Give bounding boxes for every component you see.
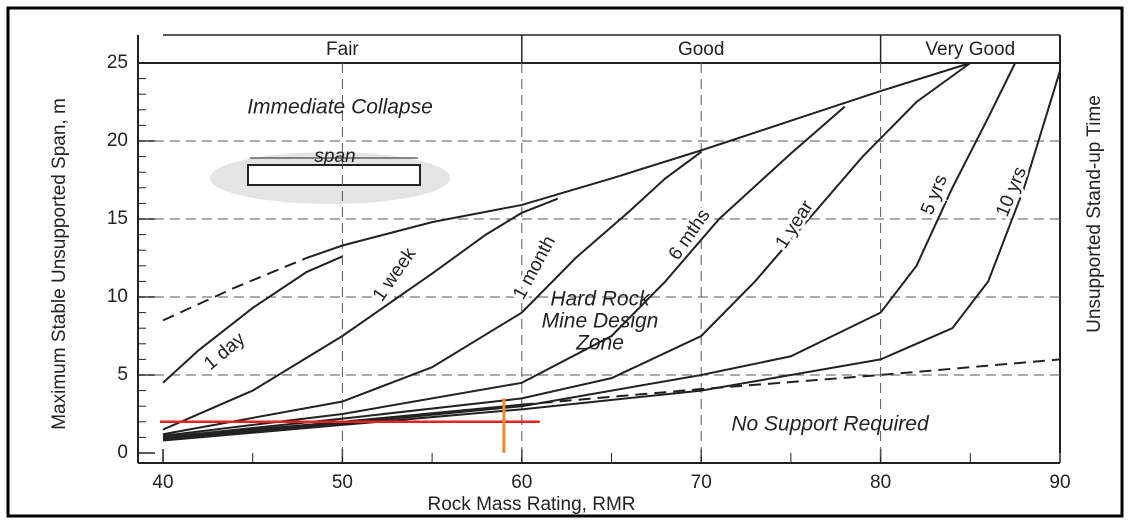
band-label: Fair — [326, 39, 359, 60]
annotation: Immediate Collapse — [247, 96, 433, 119]
y-tick-label: 10 — [107, 286, 128, 307]
curve — [163, 71, 1060, 441]
curve-label: 1 day — [200, 328, 249, 374]
band-label: Very Good — [925, 39, 1015, 60]
annotation: Zone — [575, 332, 624, 355]
curve-label: 1 year — [771, 196, 818, 252]
curve — [163, 107, 845, 436]
x-tick-label: 70 — [691, 472, 712, 493]
y-tick-label: 15 — [107, 208, 128, 229]
curve — [163, 258, 307, 320]
annotation: Hard Rock — [550, 288, 651, 311]
y-tick-label: 0 — [117, 442, 128, 463]
y2-axis-title: Unsupported Stand-up Time — [1084, 95, 1105, 333]
curve — [163, 63, 970, 437]
y-tick-label: 20 — [107, 130, 128, 151]
y-axis-title: Maximum Stable Unsupported Span, m — [49, 98, 70, 430]
annotation: No Support Required — [731, 413, 930, 436]
x-tick-label: 90 — [1049, 472, 1070, 493]
curve-label: 6 mths — [665, 205, 715, 264]
y-tick-label: 5 — [117, 364, 128, 385]
x-tick-label: 50 — [332, 472, 353, 493]
opening-icon — [248, 165, 420, 185]
annotation: Mine Design — [542, 310, 659, 333]
x-tick-label: 60 — [511, 472, 532, 493]
x-tick-label: 80 — [870, 472, 891, 493]
annotation: span — [314, 146, 355, 167]
curve — [163, 256, 342, 382]
curve-label: 1 week — [369, 244, 421, 306]
x-axis-title: Rock Mass Rating, RMR — [428, 494, 636, 515]
chart: Fair Good Very Good 0 5 10 15 20 25 40 50 60 70 80 90 R… — [0, 0, 1131, 526]
band-label: Good — [678, 39, 724, 60]
curve-label: 5 yrs — [917, 172, 952, 218]
y-tick-label: 25 — [107, 52, 128, 73]
curve-label: 10 yrs — [992, 164, 1031, 220]
curve — [522, 359, 1060, 404]
x-tick-label: 40 — [152, 472, 173, 493]
